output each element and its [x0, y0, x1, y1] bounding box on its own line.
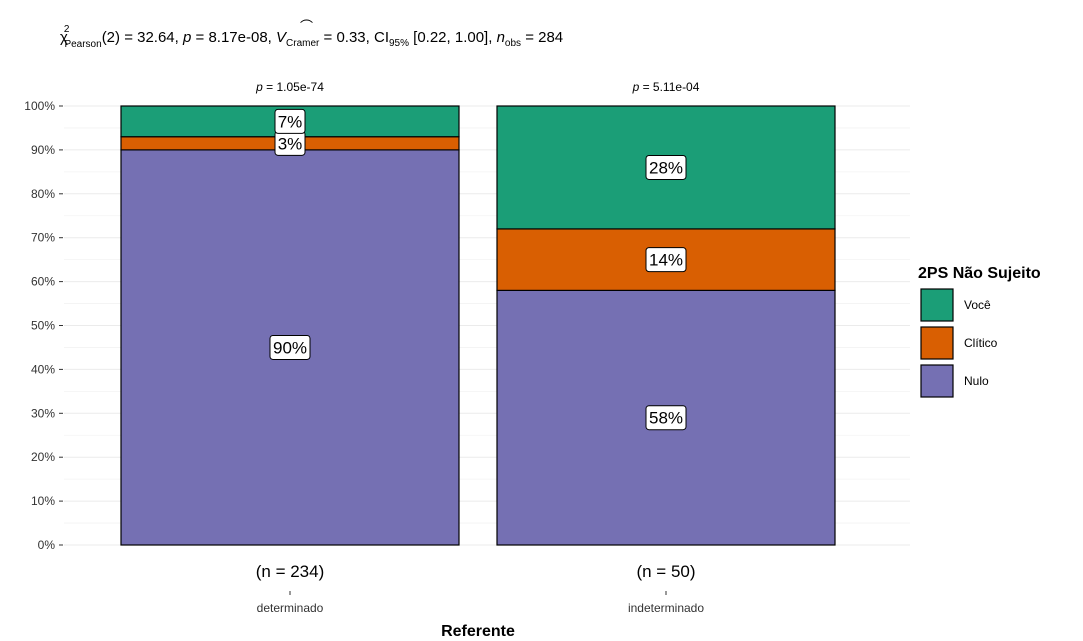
v-hat-mark: ⌒	[300, 19, 313, 34]
data-label: 58%	[649, 409, 683, 428]
y-tick-label: 20%	[31, 450, 55, 464]
chart-subtitle: χ2 Pearson(2) = 32.64, p = 8.17e-08, VCra…	[60, 24, 563, 50]
legend-key	[920, 288, 954, 322]
data-label: 7%	[278, 112, 303, 131]
legend-label: Você	[964, 298, 991, 312]
count-label: (n = 234)	[256, 562, 325, 581]
count-label: (n = 50)	[636, 562, 695, 581]
data-label-box	[274, 108, 306, 134]
y-tick-label: 60%	[31, 275, 55, 289]
data-label-box	[645, 405, 687, 431]
x-axis: p = 1.05e-74 (n = 234) determinado p = 5.11…	[255, 80, 704, 615]
x-tick-label: determinado	[257, 601, 324, 615]
y-tick-label: 50%	[31, 319, 55, 333]
y-tick-label: 100%	[24, 99, 55, 113]
y-tick-label: 10%	[31, 494, 55, 508]
data-label-box	[645, 154, 687, 180]
p-value-label: p = 5.11e-04	[632, 80, 700, 94]
y-tick-label: 70%	[31, 231, 55, 245]
y-tick-label: 80%	[31, 187, 55, 201]
data-label: 3%	[278, 134, 303, 153]
y-tick-label: 90%	[31, 143, 55, 157]
bars: 90% 3% 7% 58% 14% 28%	[120, 105, 836, 546]
y-tick-label: 0%	[38, 538, 56, 552]
legend-key	[920, 326, 954, 360]
legend-label: Nulo	[964, 374, 989, 388]
p-value-label: p = 1.05e-74	[255, 80, 324, 94]
data-label: 28%	[649, 158, 683, 177]
legend-label: Clítico	[964, 336, 998, 350]
x-tick-label: indeterminado	[628, 601, 704, 615]
x-axis-title: Referente	[441, 623, 515, 640]
legend: 2PS Não Sujeito Você Clítico Nulo	[918, 265, 1041, 398]
data-label: 14%	[649, 251, 683, 270]
legend-key	[920, 364, 954, 398]
data-label-box	[269, 334, 311, 360]
y-axis: 0% 10% 20% 30% 40% 50% 60% 70% 80% 90% 100%	[24, 99, 63, 552]
legend-title: 2PS Não Sujeito	[918, 265, 1041, 282]
data-label-box	[645, 247, 687, 273]
data-label: 90%	[273, 338, 307, 357]
y-tick-label: 30%	[31, 406, 55, 420]
y-tick-label: 40%	[31, 362, 55, 376]
